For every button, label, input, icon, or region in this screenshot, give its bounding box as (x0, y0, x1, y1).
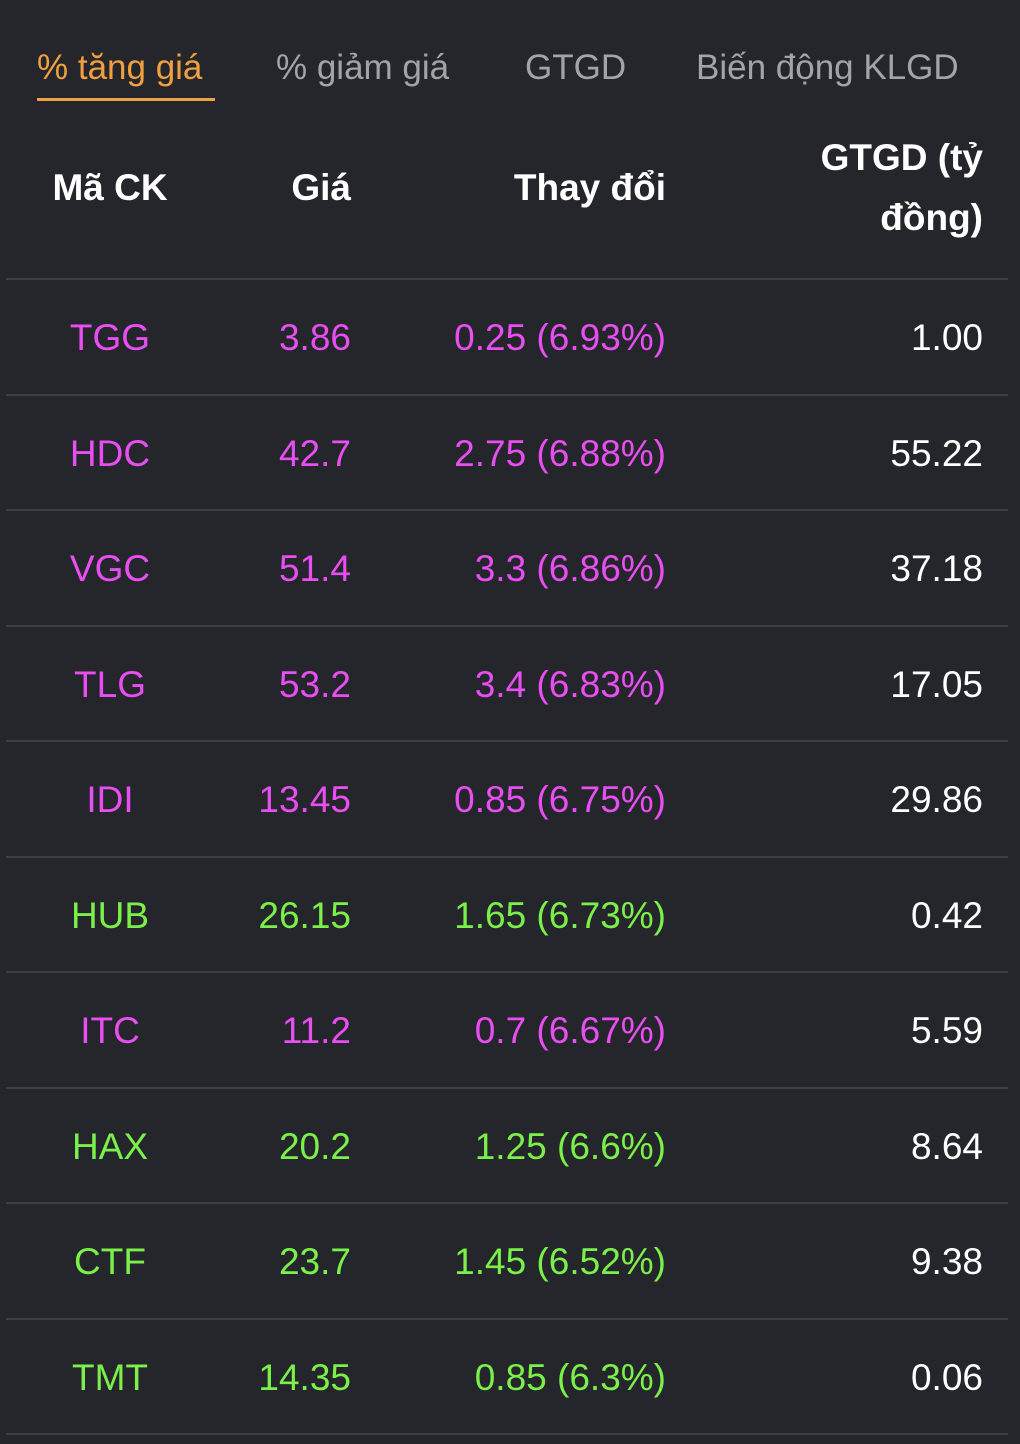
trading-value: 0.06 (910, 1357, 983, 1398)
row-divider (6, 394, 1008, 396)
trading-value: 37.18 (890, 548, 983, 589)
row-divider (6, 509, 1008, 511)
stock-change: 0.85 (6.75%) (454, 779, 666, 820)
stock-price: 42.7 (278, 433, 351, 474)
tab-bar: % tăng giá % giảm giá GTGD Biến động KLG… (0, 0, 1020, 110)
stock-symbol[interactable]: IDI (86, 779, 134, 820)
column-header-trading-value[interactable]: GTGD (tỷ đồng) (820, 137, 983, 238)
stock-symbol[interactable]: HAX (71, 1126, 149, 1167)
stock-change: 0.85 (6.3%) (474, 1357, 666, 1398)
table-row[interactable]: TMT 14.35 0.85 (6.3%) 0.06 (0, 1320, 1020, 1435)
stock-change: 1.25 (6.6%) (474, 1126, 666, 1167)
stock-symbol[interactable]: TLG (74, 664, 146, 705)
table-row[interactable]: TLG 53.2 3.4 (6.83%) 17.05 (0, 627, 1020, 742)
trading-value: 5.59 (910, 1010, 983, 1051)
stock-change: 2.75 (6.88%) (454, 433, 666, 474)
row-divider (6, 856, 1008, 858)
column-header-price[interactable]: Giá (291, 167, 351, 208)
trading-value: 1.00 (910, 317, 983, 358)
header-divider (6, 278, 1008, 280)
tab-percent-increase[interactable]: % tăng giá (37, 48, 203, 87)
trading-value: 8.64 (910, 1126, 983, 1167)
row-divider (6, 1087, 1008, 1089)
stock-price: 11.2 (281, 1010, 351, 1051)
trading-value: 55.22 (890, 433, 983, 474)
stock-symbol[interactable]: TMT (71, 1357, 149, 1398)
table-row[interactable]: VGC 51.4 3.3 (6.86%) 37.18 (0, 511, 1020, 626)
stock-symbol[interactable]: VGC (69, 548, 151, 589)
stock-symbol[interactable]: HDC (69, 433, 151, 474)
stock-price: 13.45 (258, 779, 351, 820)
table-row[interactable]: TGG 3.86 0.25 (6.93%) 1.00 (0, 280, 1020, 395)
stock-symbol[interactable]: CTF (74, 1241, 146, 1282)
table-row[interactable]: IDI 13.45 0.85 (6.75%) 29.86 (0, 742, 1020, 857)
trading-value: 17.05 (890, 664, 983, 705)
stock-change: 1.65 (6.73%) (454, 895, 666, 936)
row-divider (6, 1318, 1008, 1320)
table-row[interactable]: ITC 11.2 0.7 (6.67%) 5.59 (0, 973, 1020, 1088)
stock-change: 1.45 (6.52%) (454, 1241, 666, 1282)
column-header-symbol[interactable]: Mã CK (52, 167, 168, 208)
row-divider (6, 625, 1008, 627)
row-divider (6, 740, 1008, 742)
trading-value: 0.42 (910, 895, 983, 936)
tab-percent-decrease[interactable]: % giảm giá (276, 48, 450, 87)
tab-volume-change[interactable]: Biến động KLGD (696, 48, 959, 87)
stock-change: 0.7 (6.67%) (474, 1010, 666, 1051)
table-row[interactable]: CTF 23.7 1.45 (6.52%) 9.38 (0, 1204, 1020, 1319)
stock-price: 23.7 (278, 1241, 351, 1282)
stock-price: 26.15 (258, 895, 351, 936)
table-row[interactable]: HAX 20.2 1.25 (6.6%) 8.64 (0, 1089, 1020, 1204)
table-header: Mã CK Giá Thay đổi GTGD (tỷ đồng) (0, 130, 1020, 280)
stock-price: 14.35 (258, 1357, 351, 1398)
stock-price: 51.4 (278, 548, 351, 589)
stock-symbol[interactable]: ITC (80, 1010, 140, 1051)
stock-change: 3.4 (6.83%) (474, 664, 666, 705)
stock-price: 20.2 (278, 1126, 351, 1167)
table-row[interactable]: HDC 42.7 2.75 (6.88%) 55.22 (0, 396, 1020, 511)
trading-value: 29.86 (890, 779, 983, 820)
column-header-change[interactable]: Thay đổi (513, 167, 666, 208)
tab-trading-value[interactable]: GTGD (525, 48, 627, 87)
row-divider (6, 1433, 1008, 1435)
active-tab-indicator (37, 98, 215, 101)
stock-change: 3.3 (6.86%) (474, 548, 666, 589)
stock-price: 53.2 (278, 664, 351, 705)
table-row[interactable]: HUB 26.15 1.65 (6.73%) 0.42 (0, 858, 1020, 973)
stock-change: 0.25 (6.93%) (454, 317, 666, 358)
stock-price: 3.86 (278, 317, 351, 358)
trading-value: 9.38 (910, 1241, 983, 1282)
row-divider (6, 971, 1008, 973)
row-divider (6, 1202, 1008, 1204)
stock-symbol[interactable]: TGG (69, 317, 151, 358)
stock-symbol[interactable]: HUB (70, 895, 150, 936)
